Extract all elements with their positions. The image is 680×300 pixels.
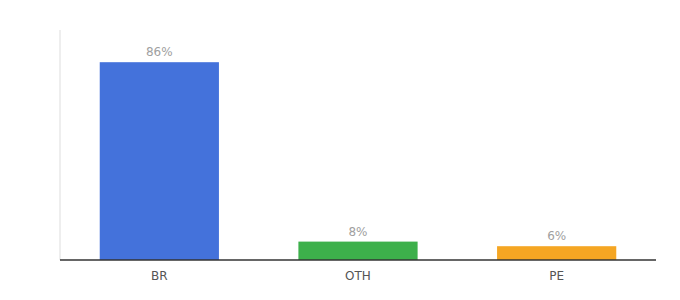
data-label: 86% — [146, 45, 173, 59]
x-tick-label: BR — [151, 269, 168, 283]
x-tick-label: PE — [549, 269, 564, 283]
page: {"chart_data": {"type": "bar", "categori… — [0, 0, 680, 300]
data-label: 6% — [547, 229, 566, 243]
bar — [298, 242, 417, 260]
x-axis-line — [60, 259, 656, 261]
chart-svg: BR OTH PE 86% 8% 6% — [0, 0, 680, 300]
bars — [100, 62, 617, 260]
bar — [497, 246, 616, 260]
chart-container: BR OTH PE 86% 8% 6% — [0, 0, 680, 300]
bar — [100, 62, 219, 260]
x-tick-label: OTH — [345, 269, 371, 283]
data-label: 8% — [348, 225, 367, 239]
y-axis-line — [60, 30, 61, 260]
